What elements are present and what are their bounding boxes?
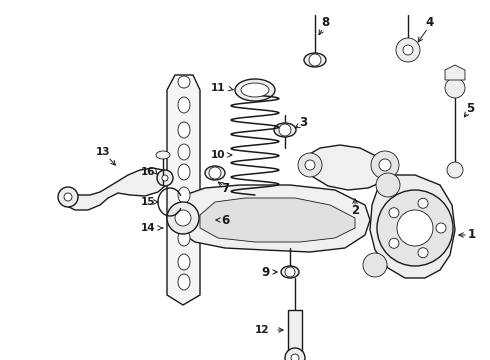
Ellipse shape [205,166,225,180]
Circle shape [285,348,305,360]
Polygon shape [445,65,465,80]
Text: 5: 5 [466,102,474,114]
Ellipse shape [178,144,190,160]
Circle shape [447,162,463,178]
Polygon shape [370,175,455,278]
Circle shape [436,223,446,233]
Ellipse shape [241,83,269,97]
Circle shape [389,238,399,248]
Text: 12: 12 [255,325,269,335]
Circle shape [209,167,221,179]
Circle shape [58,187,78,207]
Circle shape [371,151,399,179]
Circle shape [285,267,295,277]
Ellipse shape [178,207,190,223]
Ellipse shape [178,122,190,138]
Text: 13: 13 [96,147,110,157]
Polygon shape [308,145,388,190]
FancyBboxPatch shape [288,310,302,355]
Circle shape [445,78,465,98]
Ellipse shape [178,97,190,113]
Circle shape [305,160,315,170]
Text: 2: 2 [351,203,359,216]
Circle shape [403,45,413,55]
Text: 15: 15 [141,197,155,207]
Circle shape [167,202,199,234]
Polygon shape [200,198,355,242]
Ellipse shape [178,274,190,290]
Polygon shape [175,185,370,252]
Circle shape [178,76,190,88]
Text: 7: 7 [221,181,229,194]
Ellipse shape [178,187,190,203]
Ellipse shape [281,266,299,278]
Ellipse shape [178,254,190,270]
Text: 4: 4 [426,15,434,28]
Circle shape [379,159,391,171]
Circle shape [389,208,399,218]
Circle shape [157,170,173,186]
Circle shape [64,193,72,201]
Text: 1: 1 [468,229,476,242]
Text: 11: 11 [211,83,225,93]
Text: 8: 8 [321,15,329,28]
Ellipse shape [178,230,190,246]
Circle shape [291,354,299,360]
Ellipse shape [304,53,326,67]
Circle shape [175,210,191,226]
Circle shape [279,124,291,136]
Circle shape [363,253,387,277]
Circle shape [162,175,168,181]
Circle shape [418,198,428,208]
Ellipse shape [156,151,170,159]
Ellipse shape [274,123,296,137]
Circle shape [396,38,420,62]
Polygon shape [65,168,168,210]
Circle shape [397,210,433,246]
Ellipse shape [235,79,275,101]
Text: 9: 9 [261,266,269,279]
Polygon shape [167,75,200,305]
Circle shape [418,248,428,258]
Circle shape [376,173,400,197]
Text: 10: 10 [211,150,225,160]
Circle shape [377,190,453,266]
Text: 16: 16 [141,167,155,177]
Circle shape [309,54,321,66]
Text: 14: 14 [141,223,155,233]
Circle shape [298,153,322,177]
Ellipse shape [178,164,190,180]
Text: 3: 3 [299,116,307,129]
Text: 6: 6 [221,213,229,226]
